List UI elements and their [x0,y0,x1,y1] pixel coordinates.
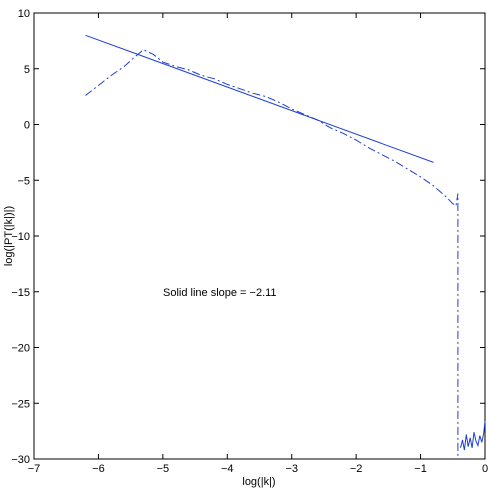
series-line-fit [85,34,434,163]
plot-frame [33,12,486,460]
y-tick-label: 0 [24,120,30,132]
x-tick-label: −5 [157,463,170,475]
x-tick-label: −1 [414,463,427,475]
series-layer [85,34,486,459]
y-tick-label: −15 [11,287,30,299]
y-tick-label: −10 [11,231,30,243]
chart-annotation: Solid line slope = −2.11 [163,287,277,299]
y-tick-label: 10 [18,8,30,20]
x-tick-label: −7 [28,463,41,475]
y-axis-label: log(|PT(|k|)|) [3,206,15,266]
y-tick-label: −20 [11,343,30,355]
x-tick-label: −4 [221,463,234,475]
y-tick-label: 5 [24,64,30,76]
x-tick-label: 0 [482,463,488,475]
x-tick-label: −6 [92,463,105,475]
y-axis-ticks: 10 5 0 −5 −10 −15 −20 −25 −30 [11,8,485,466]
x-axis-ticks: −7 −6 −5 −4 −3 −2 −1 0 [28,13,488,475]
y-tick-label: −30 [11,454,30,466]
x-tick-label: −3 [285,463,298,475]
y-tick-label: −5 [17,175,30,187]
series-line-noise [460,421,486,451]
y-tick-label: −25 [11,398,30,410]
x-axis-label: log(|k|) [242,476,275,488]
x-tick-label: −2 [350,463,363,475]
series-line-spectrum [85,49,459,459]
